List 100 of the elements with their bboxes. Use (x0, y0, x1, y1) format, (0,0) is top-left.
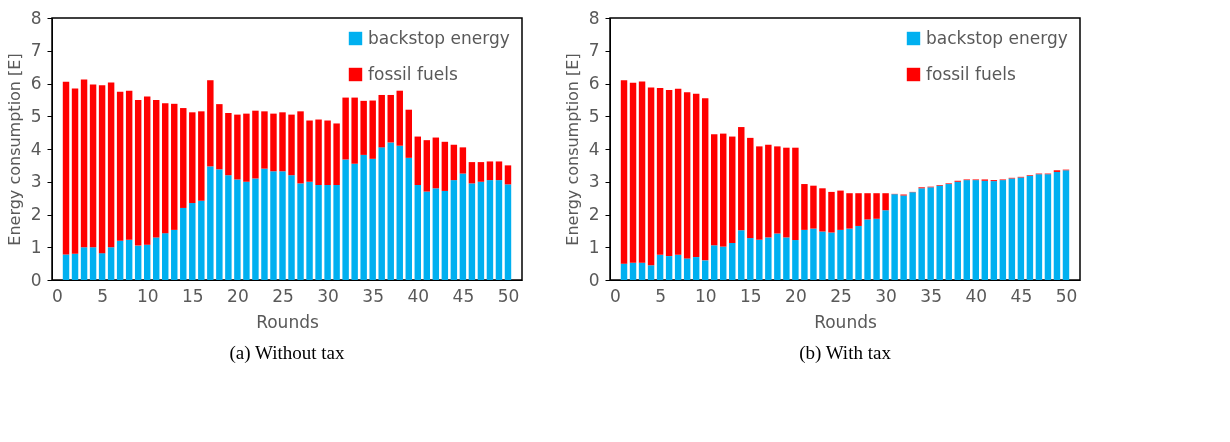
bar (261, 111, 268, 169)
bar (701, 260, 709, 280)
bar (134, 245, 142, 280)
x-tick-label: 30 (875, 285, 897, 306)
bar (342, 97, 349, 160)
x-tick-label: 40 (407, 285, 430, 306)
bar (963, 180, 970, 280)
bar (864, 193, 871, 220)
bar (656, 254, 664, 280)
bar (225, 175, 232, 280)
bar (89, 84, 97, 248)
bar (432, 188, 440, 280)
bar (134, 99, 142, 246)
bar (855, 193, 862, 226)
bar (837, 190, 844, 230)
bar (333, 185, 340, 280)
x-tick-label: 25 (830, 285, 852, 306)
bar (468, 162, 476, 184)
bar (945, 184, 952, 280)
bar (638, 262, 646, 280)
bar (783, 147, 790, 238)
bar (1062, 170, 1070, 280)
bar (270, 113, 277, 172)
bar (900, 195, 907, 280)
bar (414, 136, 422, 186)
bar (656, 88, 664, 255)
bar (459, 173, 467, 280)
x-tick-label: 40 (965, 285, 988, 306)
bar (143, 244, 151, 280)
bar (351, 97, 358, 164)
y-tick-label: 8 (588, 7, 600, 28)
bar (972, 180, 980, 280)
x-tick-label: 15 (181, 285, 204, 306)
bar (405, 157, 412, 280)
y-tick-label: 2 (588, 204, 600, 224)
bar (882, 210, 889, 280)
bar (999, 180, 1007, 280)
bar (315, 119, 322, 186)
bar (692, 257, 700, 280)
bar (674, 254, 682, 280)
x-tick-label: 10 (694, 285, 717, 306)
x-tick-label: 20 (785, 285, 807, 306)
x-tick-label: 30 (317, 285, 339, 306)
bar (107, 247, 115, 280)
bar (765, 144, 772, 238)
bar (918, 188, 925, 280)
bar (792, 147, 799, 241)
bar (638, 81, 646, 263)
y-tick-label: 1 (588, 236, 600, 257)
legend-label: backstop energy (926, 27, 1068, 48)
y-axis-title: Energy consumption [E] (4, 53, 24, 246)
bar (98, 253, 106, 280)
bar (216, 169, 223, 280)
bar (477, 181, 485, 280)
x-tick-label: 20 (227, 285, 249, 306)
bar (306, 181, 313, 280)
x-tick-label: 50 (1055, 285, 1078, 306)
y-tick-label: 0 (30, 269, 42, 290)
bar (783, 237, 790, 280)
bar (792, 240, 799, 280)
bar (692, 93, 700, 258)
bar (837, 229, 844, 280)
bar (738, 127, 745, 231)
y-tick-label: 0 (588, 269, 600, 290)
bar (873, 218, 880, 280)
y-tick-label: 7 (588, 40, 600, 61)
bar (288, 175, 295, 280)
bar (180, 108, 187, 208)
bar (396, 90, 403, 146)
y-tick-label: 4 (30, 138, 42, 159)
legend-label: fossil fuels (926, 63, 1016, 84)
bar (1053, 171, 1061, 280)
bar (396, 145, 403, 280)
bar (279, 171, 286, 280)
bar (936, 185, 943, 280)
y-tick-label: 3 (30, 171, 42, 192)
bar (324, 185, 331, 280)
bar (378, 94, 385, 148)
bar (324, 120, 331, 186)
bar (369, 100, 376, 159)
x-tick-label: 0 (610, 285, 621, 306)
bar (620, 80, 628, 264)
x-tick-label: 15 (739, 285, 762, 306)
bar (819, 231, 826, 280)
bar (162, 233, 169, 280)
bar (468, 183, 476, 280)
bar (674, 88, 682, 255)
bar (152, 99, 160, 238)
bar (495, 180, 503, 280)
bar (981, 180, 989, 280)
bar (774, 146, 781, 234)
bar (225, 112, 232, 176)
bar (629, 82, 637, 263)
bar (441, 141, 449, 191)
y-tick-label: 3 (588, 171, 600, 192)
bar (990, 181, 998, 280)
bar (297, 111, 304, 184)
bar (116, 91, 124, 241)
bar (80, 79, 88, 248)
x-axis-title: Rounds (256, 311, 319, 332)
